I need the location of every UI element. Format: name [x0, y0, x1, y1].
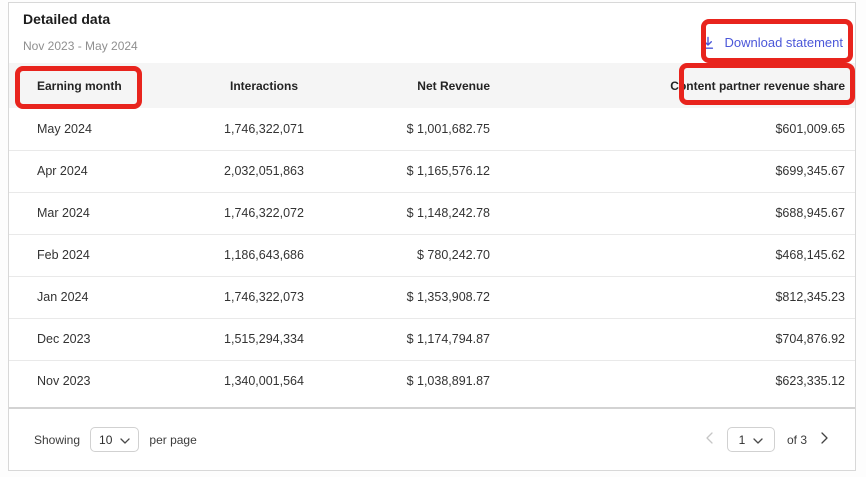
- download-statement-link[interactable]: Download statement: [701, 35, 843, 50]
- column-header-interactions: Interactions: [229, 78, 298, 93]
- table-footer: Showing 10 per page 1: [9, 407, 855, 470]
- table-row: Feb 2024 1,186,643,686 $ 780,242.70 $468…: [9, 233, 855, 276]
- cell-revenue-share: $623,335.12: [490, 359, 855, 402]
- cell-interactions: 2,032,051,863: [189, 149, 339, 192]
- page-count-label: of 3: [786, 432, 807, 447]
- cell-revenue-share: $699,345.67: [490, 149, 855, 192]
- page-size-control: Showing 10 per page: [34, 409, 197, 470]
- table-header-row: Earning month Interactions Net Revenue C…: [9, 63, 855, 108]
- cell-interactions: 1,746,322,072: [189, 191, 339, 234]
- earnings-table: Earning month Interactions Net Revenue C…: [9, 63, 855, 402]
- cell-net-revenue: $ 1,165,576.12: [339, 149, 490, 192]
- cell-interactions: 1,340,001,564: [189, 359, 339, 402]
- cell-earning-month: Apr 2024: [9, 149, 189, 192]
- cell-earning-month: Feb 2024: [9, 233, 189, 276]
- cell-interactions: 1,515,294,334: [189, 317, 339, 360]
- page-title: Detailed data: [23, 11, 111, 27]
- chevron-down-icon: [120, 433, 131, 447]
- showing-label: Showing: [34, 432, 81, 447]
- column-header-content-partner-revenue-share: Content partner revenue share: [670, 78, 845, 93]
- cell-net-revenue: $ 1,353,908.72: [339, 275, 490, 318]
- column-header-earning-month: Earning month: [37, 78, 122, 93]
- cell-net-revenue: $ 1,038,891.87: [339, 359, 490, 402]
- cell-revenue-share: $704,876.92: [490, 317, 855, 360]
- download-icon: [701, 36, 715, 50]
- page-number-dropdown[interactable]: 1: [726, 427, 775, 452]
- download-statement-label: Download statement: [724, 35, 843, 50]
- cell-earning-month: Dec 2023: [9, 317, 189, 360]
- chevron-down-icon: [753, 433, 763, 447]
- cell-revenue-share: $468,145.62: [490, 233, 855, 276]
- table-row: Nov 2023 1,340,001,564 $ 1,038,891.87 $6…: [9, 359, 855, 402]
- cell-earning-month: Jan 2024: [9, 275, 189, 318]
- page-size-dropdown[interactable]: 10: [90, 427, 140, 452]
- page-size-value: 10: [99, 432, 113, 447]
- cell-interactions: 1,186,643,686: [189, 233, 339, 276]
- cell-revenue-share: $688,945.67: [490, 191, 855, 234]
- cell-earning-month: Nov 2023: [9, 359, 189, 402]
- previous-page-button[interactable]: [703, 430, 715, 449]
- chevron-left-icon: [705, 432, 713, 447]
- cell-interactions: 1,746,322,073: [189, 275, 339, 318]
- cell-net-revenue: $ 1,174,794.87: [339, 317, 490, 360]
- chevron-right-icon: [821, 432, 829, 447]
- next-page-button[interactable]: [819, 430, 831, 449]
- cell-revenue-share: $812,345.23: [490, 275, 855, 318]
- column-header-net-revenue: Net Revenue: [417, 78, 490, 93]
- table-row: May 2024 1,746,322,071 $ 1,001,682.75 $6…: [9, 108, 855, 150]
- pagination-control: 1 of 3: [703, 409, 831, 470]
- cell-net-revenue: $ 1,001,682.75: [406, 121, 490, 136]
- cell-interactions: 1,746,322,071: [224, 121, 304, 136]
- current-page-value: 1: [738, 432, 746, 447]
- cell-earning-month: May 2024: [37, 121, 92, 136]
- table-row: Apr 2024 2,032,051,863 $ 1,165,576.12 $6…: [9, 149, 855, 192]
- detailed-data-card: Detailed data Nov 2023 - May 2024 Downlo…: [8, 2, 856, 471]
- cell-net-revenue: $ 1,148,242.78: [339, 191, 490, 234]
- table-row: Dec 2023 1,515,294,334 $ 1,174,794.87 $7…: [9, 317, 855, 360]
- cell-revenue-share: $601,009.65: [775, 121, 845, 136]
- cell-earning-month: Mar 2024: [9, 191, 189, 234]
- table-row: Mar 2024 1,746,322,072 $ 1,148,242.78 $6…: [9, 191, 855, 234]
- cell-net-revenue: $ 780,242.70: [339, 233, 490, 276]
- date-range: Nov 2023 - May 2024: [23, 39, 138, 53]
- table-row: Jan 2024 1,746,322,073 $ 1,353,908.72 $8…: [9, 275, 855, 318]
- per-page-label: per page: [149, 432, 197, 447]
